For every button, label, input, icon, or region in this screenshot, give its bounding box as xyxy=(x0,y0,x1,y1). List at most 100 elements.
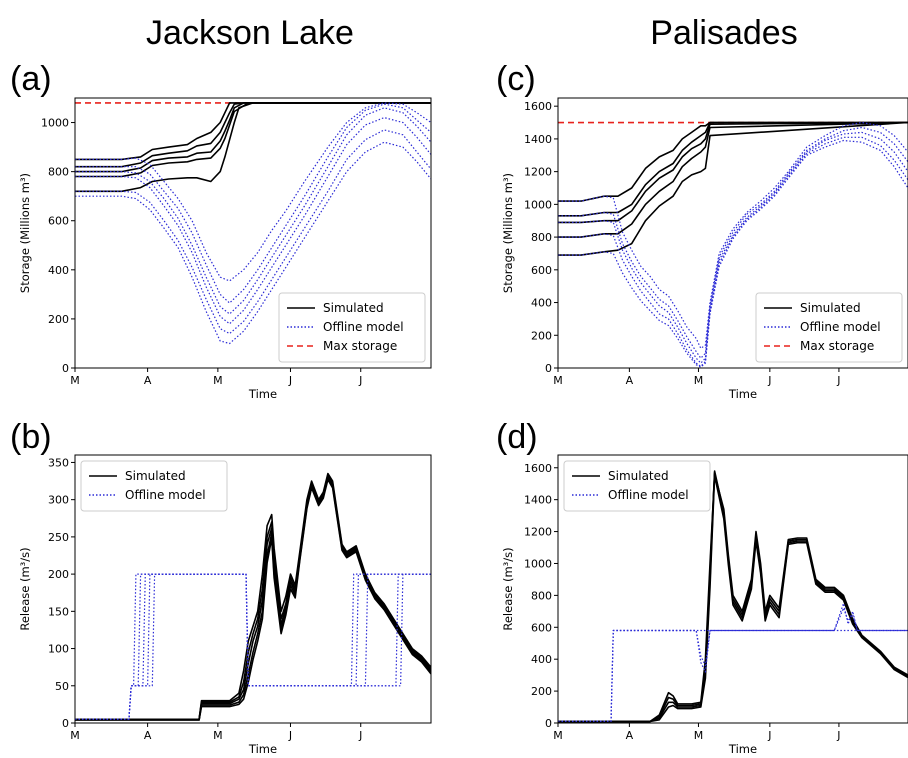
legend-entry: Simulated xyxy=(608,469,669,483)
legend: Simulated Offline model xyxy=(563,460,711,512)
x-axis-label: Time xyxy=(248,742,277,756)
x-tick-label: A xyxy=(144,374,152,387)
series-group xyxy=(75,472,431,721)
y-tick-label: 1000 xyxy=(524,557,552,570)
title-jackson-lake: Jackson Lake xyxy=(146,14,354,52)
simulated-line-3 xyxy=(75,102,431,178)
y-tick-label: 0 xyxy=(545,717,552,730)
offline-model-line-5 xyxy=(558,121,908,349)
x-tick-label: M xyxy=(70,374,80,387)
simulated-line-1 xyxy=(75,102,431,168)
simulated-line-0 xyxy=(558,121,908,202)
legend-entry: Offline model xyxy=(608,488,689,502)
y-tick-label: 200 xyxy=(531,685,552,698)
y-tick-label: 1400 xyxy=(524,494,552,507)
x-tick-label: M xyxy=(694,374,704,387)
panel-d: (d) 0 200 400 600 800 1000 1200 1400 1600 M A M J J Tim… xyxy=(496,418,908,756)
simulated-line-2 xyxy=(75,102,431,173)
axes-frame xyxy=(74,454,432,724)
offline-model-line-8 xyxy=(558,136,908,367)
offline-model-line-9 xyxy=(558,139,908,368)
x-tick-label: J xyxy=(288,729,292,742)
y-tick-label: 50 xyxy=(55,680,69,693)
y-tick-label: 800 xyxy=(531,589,552,602)
legend-entry: Max storage xyxy=(800,339,874,353)
simulated-line-3 xyxy=(558,474,908,723)
x-tick-label: M xyxy=(553,729,563,742)
y-axis-label: Release (m³/s) xyxy=(501,547,515,630)
x-tick-label: J xyxy=(836,374,840,387)
series-group xyxy=(558,121,908,368)
x-axis-label: Time xyxy=(728,387,757,401)
y-tick-label: 150 xyxy=(48,605,69,618)
simulated-line-2 xyxy=(558,121,908,224)
y-tick-label: 800 xyxy=(531,231,552,244)
x-tick-label: A xyxy=(144,729,152,742)
legend: Simulated Offline model Max storage xyxy=(278,292,426,363)
simulated-line-1 xyxy=(558,121,908,217)
y-tick-label: 0 xyxy=(62,717,69,730)
panel-label: (b) xyxy=(10,418,52,456)
y-tick-label: 200 xyxy=(48,313,69,326)
x-tick-label: J xyxy=(358,374,362,387)
y-axis-label: Storage (Millions m³) xyxy=(501,173,515,293)
offline-model-line-8 xyxy=(75,116,431,325)
x-tick-label: A xyxy=(626,729,634,742)
y-tick-label: 600 xyxy=(48,215,69,228)
y-tick-label: 400 xyxy=(531,297,552,310)
y-tick-label: 600 xyxy=(531,621,552,634)
series-group xyxy=(558,470,908,723)
panel-label: (d) xyxy=(496,418,538,456)
y-tick-label: 0 xyxy=(62,362,69,375)
y-tick-label: 1200 xyxy=(524,166,552,179)
x-tick-label: J xyxy=(288,374,292,387)
y-tick-label: 200 xyxy=(48,568,69,581)
x-tick-label: J xyxy=(767,374,771,387)
simulated-line-4 xyxy=(75,102,431,193)
simulated-line-3 xyxy=(558,121,908,238)
y-tick-label: 1200 xyxy=(524,526,552,539)
offline-model-line-6 xyxy=(558,629,908,723)
y-tick-label: 300 xyxy=(48,494,69,507)
y-tick-label: 0 xyxy=(545,362,552,375)
x-tick-label: M xyxy=(213,729,223,742)
panel-label: (c) xyxy=(496,60,536,98)
y-tick-label: 100 xyxy=(48,643,69,656)
panel-c: (c) 0 200 400 600 800 1000 1200 1400 1600 M A M J J Tim… xyxy=(496,60,908,401)
x-tick-label: M xyxy=(213,374,223,387)
legend: Simulated Offline model xyxy=(80,460,228,512)
y-tick-label: 800 xyxy=(48,166,69,179)
legend-entry: Offline model xyxy=(800,320,881,334)
panel-label: (a) xyxy=(10,60,52,98)
offline-model-line-7 xyxy=(75,107,431,315)
x-tick-label: M xyxy=(70,729,80,742)
axes-frame xyxy=(74,97,432,369)
offline-model-line-9 xyxy=(75,573,431,720)
legend-entry: Simulated xyxy=(800,301,861,315)
offline-model-line-7 xyxy=(558,131,908,364)
y-tick-label: 400 xyxy=(531,653,552,666)
x-axis-label: Time xyxy=(728,742,757,756)
offline-model-line-6 xyxy=(558,126,908,359)
legend-box xyxy=(278,292,426,363)
y-tick-label: 350 xyxy=(48,456,69,469)
y-tick-label: 400 xyxy=(48,264,69,277)
legend-box xyxy=(563,460,711,512)
y-tick-label: 1000 xyxy=(41,117,69,130)
y-tick-label: 1600 xyxy=(524,100,552,113)
y-axis-label: Release (m³/s) xyxy=(18,547,32,630)
x-tick-label: M xyxy=(553,374,563,387)
axes-frame xyxy=(557,454,908,724)
y-tick-label: 1000 xyxy=(524,198,552,211)
series-group xyxy=(75,102,431,345)
offline-model-line-6 xyxy=(75,103,431,304)
x-tick-label: M xyxy=(694,729,704,742)
x-tick-label: J xyxy=(767,729,771,742)
legend-box xyxy=(80,460,228,512)
simulated-line-4 xyxy=(558,121,908,256)
legend-entry: Max storage xyxy=(323,339,397,353)
y-axis-label: Storage (Millions m³) xyxy=(18,173,32,293)
legend-box xyxy=(755,292,903,363)
